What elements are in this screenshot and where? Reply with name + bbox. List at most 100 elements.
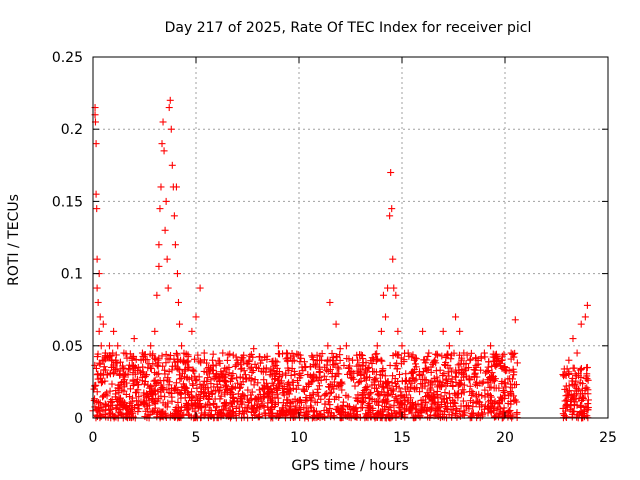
data-point <box>573 349 581 357</box>
data-point <box>316 356 324 364</box>
data-point <box>411 385 419 393</box>
data-point <box>203 378 211 386</box>
data-point <box>391 379 399 387</box>
data-point <box>372 356 380 364</box>
data-point <box>378 382 386 390</box>
data-point <box>430 357 438 365</box>
data-point <box>162 197 170 205</box>
data-point <box>581 403 589 411</box>
data-point <box>126 393 134 401</box>
data-point <box>378 398 386 406</box>
data-point <box>270 375 278 383</box>
data-point <box>174 298 182 306</box>
data-point <box>317 376 325 384</box>
data-point <box>408 404 416 412</box>
data-point <box>442 354 450 362</box>
data-point <box>167 125 175 133</box>
data-point <box>255 386 263 394</box>
data-point <box>231 362 239 370</box>
data-point <box>573 390 581 398</box>
data-point <box>294 397 302 405</box>
y-tick-label: 0 <box>74 411 83 427</box>
data-point <box>248 368 256 376</box>
data-point <box>469 389 477 397</box>
data-point <box>144 364 152 372</box>
data-point <box>424 392 432 400</box>
data-point <box>400 401 408 409</box>
data-point <box>396 370 404 378</box>
data-point <box>195 397 203 405</box>
data-point <box>263 382 271 390</box>
data-point <box>359 355 367 363</box>
data-point <box>177 374 185 382</box>
data-point <box>318 350 326 358</box>
data-point <box>456 327 464 335</box>
data-point <box>368 359 376 367</box>
data-point <box>576 401 584 409</box>
data-point <box>271 375 279 383</box>
grid <box>93 57 608 418</box>
data-point <box>93 398 101 406</box>
data-point <box>93 412 101 420</box>
data-point <box>153 291 161 299</box>
data-point <box>388 205 396 213</box>
data-point <box>348 373 356 381</box>
y-tick-label: 0.25 <box>52 50 83 66</box>
data-point <box>374 409 382 417</box>
data-point <box>497 393 505 401</box>
data-point <box>140 351 148 359</box>
data-point <box>391 410 399 418</box>
data-point <box>393 359 401 367</box>
data-point <box>328 382 336 390</box>
data-point <box>444 379 452 387</box>
data-point <box>117 398 125 406</box>
data-point <box>310 408 318 416</box>
data-point <box>354 395 362 403</box>
data-point <box>129 376 137 384</box>
data-point <box>282 402 290 410</box>
data-point <box>354 379 362 387</box>
data-point <box>297 354 305 362</box>
data-point <box>254 413 262 421</box>
data-point <box>422 364 430 372</box>
data-point <box>581 313 589 321</box>
data-point <box>362 410 370 418</box>
data-point <box>228 385 236 393</box>
data-point <box>137 398 145 406</box>
data-point <box>119 373 127 381</box>
data-point <box>204 384 212 392</box>
data-point <box>382 313 390 321</box>
data-point <box>478 392 486 400</box>
data-point <box>161 401 169 409</box>
data-point <box>412 413 420 421</box>
data-point <box>193 384 201 392</box>
data-point <box>439 327 447 335</box>
data-point <box>235 410 243 418</box>
data-point <box>130 364 138 372</box>
data-point <box>404 396 412 404</box>
data-point <box>207 376 215 384</box>
data-point <box>424 352 432 360</box>
plot-frame <box>92 56 609 419</box>
data-point <box>149 360 157 368</box>
data-point <box>439 371 447 379</box>
data-point <box>452 373 460 381</box>
data-point <box>364 364 372 372</box>
data-point <box>493 356 501 364</box>
data-point <box>291 371 299 379</box>
data-point <box>577 409 585 417</box>
data-point <box>468 413 476 421</box>
data-point <box>276 350 284 358</box>
data-point <box>392 382 400 390</box>
data-point <box>507 390 515 398</box>
data-point <box>215 388 223 396</box>
data-point <box>103 354 111 362</box>
data-point <box>162 350 170 358</box>
data-point <box>382 379 390 387</box>
data-point <box>360 386 368 394</box>
data-point <box>387 169 395 177</box>
data-point <box>489 374 497 382</box>
data-point <box>460 388 468 396</box>
data-point <box>298 363 306 371</box>
data-point <box>106 405 114 413</box>
